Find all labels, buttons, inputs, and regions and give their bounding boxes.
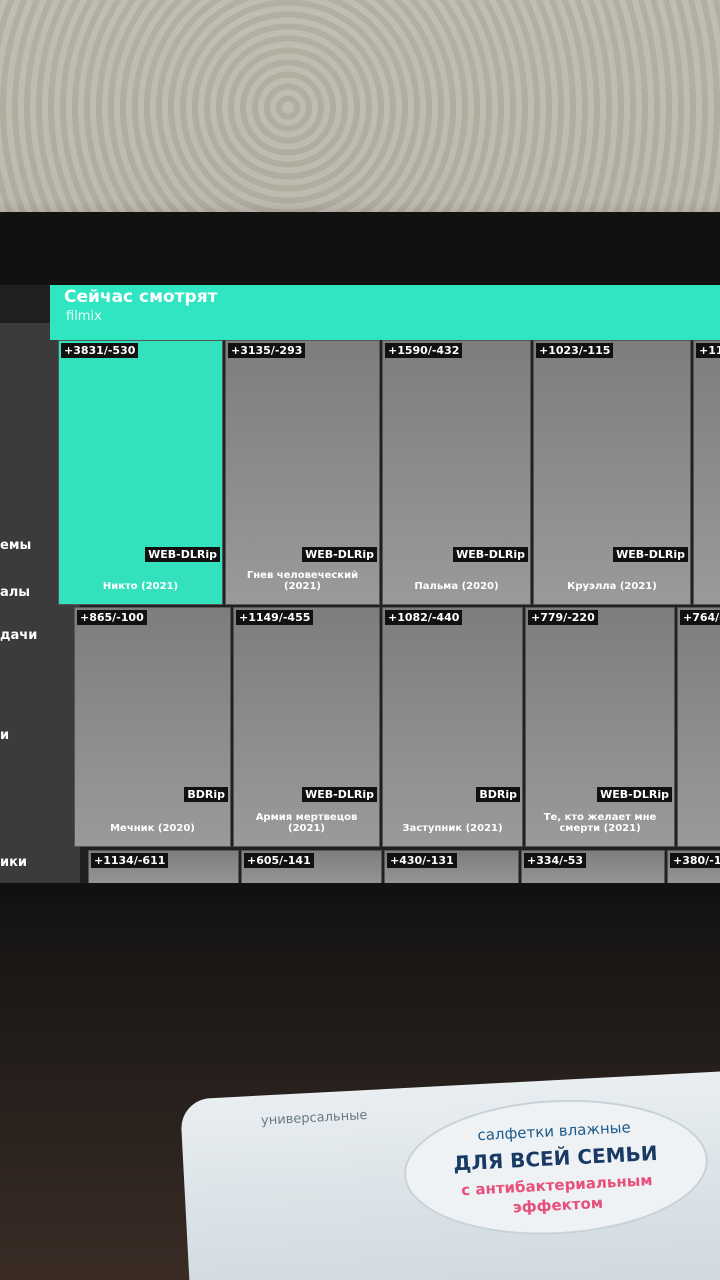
movie-card[interactable]: +3831/-530 WEB-DLRip Никто (2021) (58, 340, 223, 605)
sidebar-item[interactable]: емы (0, 538, 32, 553)
rating: +1082/-440 (385, 610, 463, 625)
movie-title: Кислор (682, 823, 720, 834)
movie-card[interactable]: +430/-131 (384, 850, 519, 883)
movie-title: Гнев человеческий (2021) (246, 570, 359, 592)
rating: +764/-21 (680, 610, 720, 625)
quality-tag: BDRip (476, 787, 520, 802)
movie-card[interactable]: +779/-220 WEB-DLRip Те, кто желает мне сме… (525, 607, 675, 847)
movie-title: Армия мертвецов (2021) (255, 812, 358, 834)
pack-text: универсальные (260, 1108, 368, 1129)
movie-title: Те, кто желает мне смерти (2021) (543, 812, 657, 834)
header: Сейчас смотрят filmix (50, 285, 720, 340)
quality-tag: WEB-DLRip (145, 547, 220, 562)
movie-title: Заступник (2021) (402, 823, 503, 834)
quality-tag: WEB-DLRip (302, 787, 377, 802)
wall (0, 0, 720, 215)
movie-card[interactable]: +3135/-293 WEB-DLRip Гнев человеческий (20… (225, 340, 380, 605)
rating: +605/-141 (244, 853, 314, 868)
rating: +334/-53 (524, 853, 587, 868)
movie-card[interactable]: +1023/-115 WEB-DLRip Круэлла (2021) (533, 340, 691, 605)
movie-title: Мечник (2020) (110, 823, 195, 834)
movie-card[interactable]: +1149/-455 WEB-DLRip Армия мертвецов (2021… (233, 607, 380, 847)
rating: +1023/-115 (536, 343, 614, 358)
header-title: Сейчас смотрят (64, 287, 218, 307)
sidebar-item[interactable]: ики (0, 855, 28, 870)
movie-card[interactable]: +865/-100 BDRip Мечник (2020) (74, 607, 231, 847)
screen: емы алы дачи и ики Сейчас смотрят filmix +38… (0, 285, 720, 883)
rating: +1134/-611 (91, 853, 169, 868)
movie-card[interactable]: +380/-142 (667, 850, 720, 883)
rating: +430/-131 (387, 853, 457, 868)
movie-card[interactable]: +1590/-432 WEB-DLRip Пальма (2020) (382, 340, 531, 605)
rating: +3831/-530 (61, 343, 139, 358)
rating: +3135/-293 (228, 343, 306, 358)
movie-title: Горо (698, 581, 720, 592)
quality-tag: WEB-DLRip (613, 547, 688, 562)
rating: +1149/-455 (236, 610, 314, 625)
sidebar-item[interactable]: алы (0, 585, 31, 600)
pack-oval: салфетки влажные ДЛЯ ВСЕЙ СЕМЬИ с антиба… (400, 1092, 712, 1243)
quality-tag: BDRip (184, 787, 228, 802)
quality-tag: WEB-DLRip (453, 547, 528, 562)
rating: +865/-100 (77, 610, 147, 625)
quality-tag: WEB-DLRip (302, 547, 377, 562)
movie-card[interactable]: +334/-53 (521, 850, 665, 883)
rating: +112 (696, 343, 720, 358)
movie-card[interactable]: +1082/-440 BDRip Заступник (2021) (382, 607, 523, 847)
quality-tag: WEB-DLRip (597, 787, 672, 802)
movie-title: Никто (2021) (102, 581, 179, 592)
movie-card[interactable]: +112 Горо (693, 340, 720, 605)
sidebar-item[interactable]: и (0, 728, 10, 743)
rating: +779/-220 (528, 610, 598, 625)
movie-title: Пальма (2020) (414, 581, 499, 592)
movie-card[interactable]: +1134/-611 (88, 850, 239, 883)
wipes-pack: универсальные салфетки влажные ДЛЯ ВСЕЙ … (179, 1070, 720, 1280)
movie-title: Круэлла (2021) (567, 581, 657, 592)
movie-card[interactable]: +764/-21 Кислор (677, 607, 720, 847)
rating: +1590/-432 (385, 343, 463, 358)
movie-card[interactable]: +605/-141 (241, 850, 382, 883)
sidebar-item[interactable]: дачи (0, 628, 38, 643)
rating: +380/-142 (670, 853, 720, 868)
header-subtitle: filmix (66, 309, 102, 324)
